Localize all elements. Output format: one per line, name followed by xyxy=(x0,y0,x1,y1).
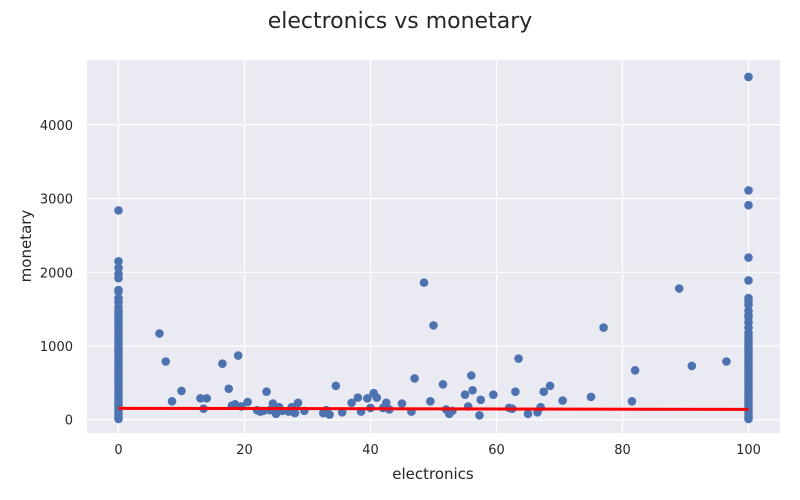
data-point xyxy=(290,408,300,418)
data-point xyxy=(233,351,243,360)
data-point xyxy=(744,276,753,285)
data-point xyxy=(114,414,123,424)
data-point xyxy=(511,387,520,397)
y-tick-label: 3000 xyxy=(40,193,73,208)
data-point xyxy=(218,359,227,369)
data-point xyxy=(599,323,608,332)
data-point xyxy=(331,381,341,391)
data-point xyxy=(372,393,382,402)
data-point xyxy=(363,394,372,403)
data-point xyxy=(438,380,448,389)
data-point xyxy=(243,397,252,407)
y-axis-label: monetary xyxy=(17,210,35,283)
x-axis-label: electronics xyxy=(392,465,474,483)
data-point xyxy=(744,186,753,195)
x-tick-label: 20 xyxy=(236,443,253,458)
data-point xyxy=(744,72,753,82)
data-point xyxy=(293,398,303,408)
data-point xyxy=(114,206,123,215)
data-point xyxy=(744,414,753,424)
x-tick-label: 80 xyxy=(614,443,631,458)
data-point xyxy=(558,396,567,405)
data-point xyxy=(539,387,549,397)
data-point xyxy=(347,398,356,408)
fit-line-layer xyxy=(118,406,749,411)
y-tick-label: 1000 xyxy=(40,340,73,355)
x-tick-label: 40 xyxy=(362,443,379,458)
data-point xyxy=(397,399,407,408)
data-point xyxy=(460,390,470,399)
x-tick-label: 100 xyxy=(736,443,761,458)
data-point xyxy=(627,397,637,406)
data-point xyxy=(744,200,753,210)
data-point xyxy=(426,397,435,406)
y-axis-ticks: 0 1000 2000 3000 4000 xyxy=(40,119,73,429)
data-point xyxy=(224,384,234,394)
chart-title: electronics vs monetary xyxy=(268,9,533,34)
data-point xyxy=(196,394,205,403)
data-point xyxy=(744,300,753,310)
data-point xyxy=(674,284,684,293)
y-tick-label: 2000 xyxy=(40,266,73,281)
data-point xyxy=(476,395,486,405)
data-point xyxy=(114,273,123,283)
data-point xyxy=(337,408,347,417)
data-point xyxy=(545,381,555,391)
data-points xyxy=(114,72,753,424)
data-point xyxy=(630,366,640,375)
data-point xyxy=(177,386,186,396)
data-point xyxy=(687,361,697,371)
data-point xyxy=(475,411,484,420)
data-point xyxy=(325,410,334,419)
data-point xyxy=(419,278,429,287)
x-axis-ticks: 0 20 40 60 80 100 xyxy=(114,443,761,458)
data-point xyxy=(161,357,171,366)
data-point xyxy=(268,399,278,408)
data-point xyxy=(155,329,164,338)
data-point xyxy=(202,394,211,403)
x-tick-label: 60 xyxy=(488,443,505,458)
data-point xyxy=(114,263,123,273)
data-point xyxy=(523,409,533,419)
data-point xyxy=(114,287,123,296)
plot-area xyxy=(87,60,780,433)
data-point xyxy=(353,393,363,402)
data-point xyxy=(262,387,271,397)
y-tick-label: 4000 xyxy=(40,119,73,134)
data-point xyxy=(468,385,477,395)
data-point xyxy=(489,390,498,399)
x-tick-label: 0 xyxy=(114,443,122,458)
data-point xyxy=(167,397,177,406)
data-point xyxy=(514,354,523,363)
data-point xyxy=(114,256,123,266)
data-point xyxy=(744,253,753,262)
data-point xyxy=(410,374,419,383)
data-point xyxy=(467,371,476,380)
data-point xyxy=(722,357,731,366)
data-point xyxy=(429,321,438,330)
data-point xyxy=(381,398,391,408)
y-tick-label: 0 xyxy=(65,414,73,429)
data-point xyxy=(586,392,596,402)
grid xyxy=(87,60,780,433)
regression-line xyxy=(118,406,749,411)
